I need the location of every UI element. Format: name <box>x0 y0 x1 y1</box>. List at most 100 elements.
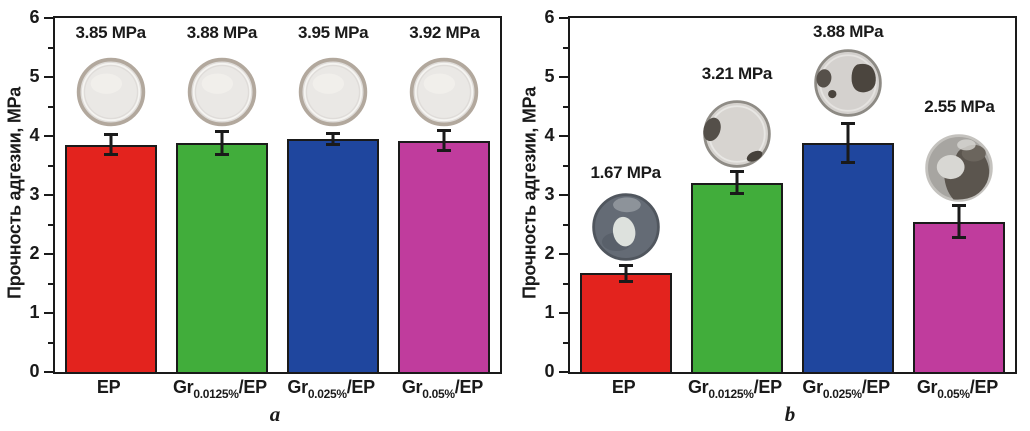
sample-disc-image <box>407 55 481 129</box>
y-major-tick <box>44 135 53 137</box>
y-major-tick <box>559 135 568 137</box>
error-bar-cap-bottom <box>214 152 229 156</box>
x-category-label: EP <box>611 377 636 397</box>
x-category-label: Gr0.05%/EP <box>401 377 483 401</box>
error-bar <box>331 133 335 145</box>
bar <box>913 221 1006 372</box>
sample-disc-image <box>589 190 663 264</box>
bar <box>690 182 783 372</box>
error-bar-cap-top <box>214 130 229 134</box>
y-tick-label: 6 <box>29 7 39 28</box>
y-major-tick <box>559 17 568 19</box>
error-bar <box>624 264 628 283</box>
y-minor-tick <box>48 341 53 344</box>
y-major-tick <box>559 371 568 373</box>
y-tick-label: 2 <box>544 243 554 264</box>
bar <box>802 143 895 372</box>
y-tick-label: 0 <box>544 361 554 382</box>
y-minor-tick <box>563 341 568 344</box>
error-bar-cap-bottom <box>437 149 452 153</box>
y-minor-tick <box>48 223 53 226</box>
y-major-tick <box>44 371 53 373</box>
y-minor-tick <box>48 282 53 285</box>
panel-letter: a <box>269 402 281 426</box>
y-major-tick <box>44 17 53 19</box>
error-bar <box>846 123 850 164</box>
y-major-tick <box>559 194 568 196</box>
error-bar-cap-bottom <box>326 142 341 146</box>
bar <box>398 140 491 372</box>
x-category-label: Gr0.05%/EP <box>916 377 998 401</box>
error-bar-cap-top <box>618 263 633 267</box>
error-bar-cap-top <box>841 122 856 126</box>
bar-value-label: 3.85 MPa <box>75 22 146 42</box>
y-minor-tick <box>48 164 53 167</box>
error-bar-cap-bottom <box>841 161 856 165</box>
y-tick-label: 6 <box>544 7 554 28</box>
error-bar-cap-top <box>952 204 967 208</box>
y-tick-label: 3 <box>544 184 554 205</box>
bar-value-label: 3.95 MPa <box>297 22 369 42</box>
error-bar-cap-top <box>729 169 744 173</box>
bar-value-label: 3.88 MPa <box>186 22 258 42</box>
y-minor-tick <box>48 105 53 108</box>
y-minor-tick <box>563 282 568 285</box>
y-major-tick <box>559 253 568 255</box>
sample-disc-image <box>296 55 370 129</box>
y-major-tick <box>559 76 568 78</box>
y-major-tick <box>44 76 53 78</box>
bar-value-label: 1.67 MPa <box>590 162 661 182</box>
bar-value-label: 2.55 MPa <box>924 96 995 116</box>
y-tick-label: 5 <box>544 66 554 87</box>
plot-area: 0 1 2 3 4 5 6 3.85 MPa 3.88 MPa 3.95 MPa 3.92 … <box>29 7 502 381</box>
y-major-tick <box>44 194 53 196</box>
x-category-label: Gr0.0125%/EP <box>172 377 267 401</box>
y-minor-tick <box>563 223 568 226</box>
y-tick-label: 5 <box>29 66 39 87</box>
error-bar-cap-bottom <box>103 153 118 157</box>
sample-disc-image <box>922 131 996 205</box>
y-tick-label: 1 <box>29 302 39 323</box>
y-minor-tick <box>563 164 568 167</box>
error-bar-cap-bottom <box>729 192 744 196</box>
error-bar <box>735 170 739 195</box>
error-bar-cap-top <box>437 129 452 133</box>
error-bar-cap-bottom <box>952 236 967 240</box>
x-category-label: Gr0.025%/EP <box>802 377 890 401</box>
error-bar-cap-top <box>326 132 341 136</box>
panel-letter: b <box>784 402 796 426</box>
error-bar <box>442 130 446 152</box>
x-category-label: EP <box>96 377 121 397</box>
bar-value-label: 3.88 MPa <box>812 22 884 42</box>
error-bar <box>109 134 113 156</box>
y-tick-label: 4 <box>544 125 554 146</box>
bar <box>287 138 380 372</box>
x-category-label: Gr0.025%/EP <box>287 377 375 401</box>
plot-area: 0 1 2 3 4 5 6 1.67 MPa 3.21 MPa 3.88 MPa 2.55 … <box>544 7 1017 381</box>
y-tick-label: 2 <box>29 243 39 264</box>
y-major-tick <box>44 253 53 255</box>
y-minor-tick <box>563 46 568 49</box>
y-minor-tick <box>48 46 53 49</box>
x-category-label: Gr0.0125%/EP <box>687 377 782 401</box>
sample-disc-image <box>811 46 885 120</box>
y-major-tick <box>44 312 53 314</box>
y-tick-label: 1 <box>544 302 554 323</box>
bar <box>579 273 672 372</box>
error-bar <box>220 131 224 155</box>
sample-disc-image <box>185 55 259 129</box>
bar <box>175 143 268 372</box>
bar-value-label: 3.21 MPa <box>701 64 773 84</box>
y-tick-label: 0 <box>29 361 39 382</box>
bar-value-label: 3.92 MPa <box>409 22 480 42</box>
sample-disc-image <box>74 55 148 129</box>
y-tick-label: 3 <box>29 184 39 205</box>
sample-disc-image <box>700 97 774 171</box>
y-tick-label: 4 <box>29 125 39 146</box>
y-minor-tick <box>563 105 568 108</box>
error-bar-cap-bottom <box>618 280 633 284</box>
error-bar <box>957 205 961 239</box>
